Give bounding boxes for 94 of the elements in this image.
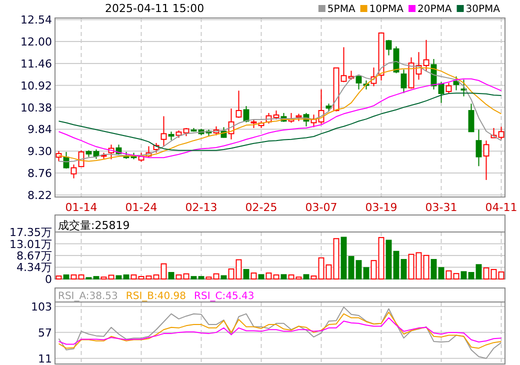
line-series (58, 306, 502, 359)
x-tick-label: 03-07 (305, 201, 338, 214)
bar (363, 267, 370, 280)
bar (108, 274, 114, 280)
bar (250, 272, 257, 280)
y-tick-label: 8.67万 (16, 250, 52, 263)
x-tick-label: 01-14 (65, 201, 98, 214)
bar (138, 276, 144, 280)
bar (498, 271, 504, 280)
bar (63, 274, 70, 280)
bar (446, 270, 452, 280)
y-tick-label: 4.34万 (16, 261, 52, 274)
bar (213, 273, 220, 280)
bar (123, 274, 130, 280)
bar (438, 267, 444, 280)
y-tick-label: 9.84 (28, 123, 52, 136)
bar (153, 274, 160, 280)
line-series (58, 317, 502, 345)
y-tick-label: 0 (45, 273, 52, 286)
bar (168, 272, 174, 280)
y-tick-label: 13.01万 (10, 238, 52, 251)
bar (356, 260, 362, 280)
y-tick-label: 8.22 (28, 188, 52, 202)
legend-label: 10PMA (369, 4, 404, 15)
bar (393, 250, 400, 280)
y-tick-label: 10.38 (20, 101, 52, 114)
y-tick-label: 10.92 (20, 79, 52, 92)
bar (273, 274, 280, 280)
y-tick-label: 103 (31, 300, 52, 314)
bar (303, 274, 310, 280)
bar (236, 259, 242, 280)
bar (70, 274, 77, 280)
x-tick-label: 01-24 (125, 201, 158, 214)
chart-title: 成交量:25819 (58, 219, 130, 232)
bar (243, 269, 250, 280)
y-tick-label: 11.46 (20, 57, 52, 70)
bar (310, 276, 317, 280)
bar (340, 236, 347, 280)
legend-label: 30PMA (466, 4, 500, 15)
bar (386, 240, 392, 280)
line-series (58, 312, 502, 349)
bar (476, 264, 482, 280)
line-series (58, 92, 502, 151)
bar (378, 237, 384, 280)
bar (453, 273, 460, 280)
bar (490, 269, 497, 280)
x-tick-label: 02-25 (245, 201, 278, 214)
y-tick-label: 8.76 (28, 167, 52, 180)
bar (288, 274, 294, 280)
bar (220, 275, 227, 280)
bar (160, 263, 167, 280)
bar (348, 256, 354, 280)
bar (318, 257, 324, 280)
bar (333, 238, 340, 280)
legend-label: 20PMA (418, 4, 452, 15)
y-tick-label: 12.00 (20, 36, 52, 49)
bar (258, 274, 264, 280)
bar (423, 254, 430, 280)
x-tick-label: 03-31 (425, 201, 458, 214)
bar (190, 276, 197, 280)
x-tick-label: 04-11 (485, 201, 518, 214)
text: RSI_B:40.98 (126, 291, 186, 302)
legend-label: 5PMA (327, 4, 356, 15)
bar (483, 267, 490, 280)
bar (228, 268, 234, 280)
y-tick-label: 12.54 (20, 14, 52, 27)
bar (430, 258, 437, 280)
bar (468, 272, 474, 280)
bar (116, 275, 122, 280)
bar (460, 271, 467, 280)
bar (93, 276, 100, 280)
y-tick-label: 17.35万 (10, 226, 52, 239)
bar (183, 273, 190, 280)
x-tick-label: 02-13 (185, 201, 218, 214)
y-tick-label: 57 (38, 326, 52, 340)
y-tick-label: 11 (38, 352, 52, 365)
bar (400, 258, 407, 280)
text: RSI_A:38.53 (58, 291, 118, 302)
chart-title: 2025-04-11 15:00 (105, 2, 204, 15)
bar (146, 276, 152, 280)
bar (370, 260, 377, 280)
bar (280, 274, 287, 280)
bar (416, 252, 422, 280)
bar (266, 272, 272, 280)
y-tick-label: 9.30 (28, 145, 52, 158)
bar (408, 254, 414, 280)
bar (326, 264, 332, 280)
bar (130, 274, 137, 280)
bar (198, 276, 204, 280)
bar (56, 276, 62, 280)
text: RSI_C:45.43 (194, 291, 254, 302)
bar (176, 274, 182, 280)
bar (78, 274, 84, 280)
x-tick-label: 03-19 (365, 201, 398, 214)
